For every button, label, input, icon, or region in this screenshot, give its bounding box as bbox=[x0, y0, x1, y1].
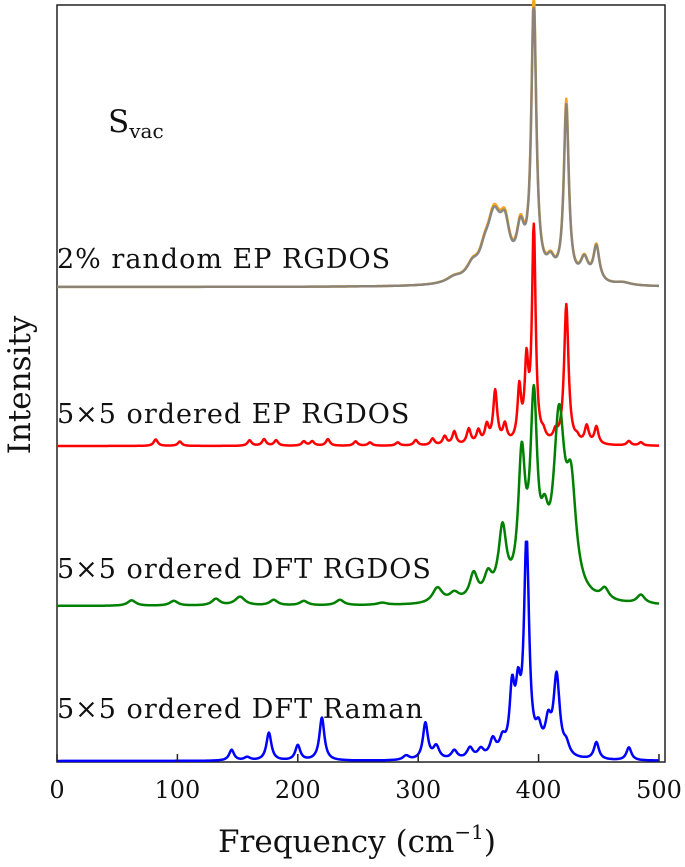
x-axis: 0 100 200 300 400 500 bbox=[49, 754, 682, 804]
series-label-ordered-ep: 5×5 ordered EP RGDOS bbox=[57, 399, 410, 430]
series-line-4 bbox=[56, 540, 660, 763]
annotation-main: S bbox=[108, 104, 129, 140]
x-axis-title-main: Frequency (cm bbox=[218, 824, 454, 860]
series-layer bbox=[56, 0, 660, 763]
series-label-ordered-dft: 5×5 ordered DFT RGDOS bbox=[57, 554, 432, 585]
annotation-svac: Svac bbox=[108, 104, 164, 143]
plot-frame bbox=[56, 4, 666, 763]
series-label-ordered-raman: 5×5 ordered DFT Raman bbox=[57, 694, 424, 725]
x-tick-label-100: 100 bbox=[154, 776, 200, 804]
x-axis-title: Frequency (cm−1) bbox=[218, 820, 496, 860]
x-axis-title-close: ) bbox=[484, 824, 496, 860]
x-tick-label-200: 200 bbox=[275, 776, 321, 804]
series-label-random-ep: 2% random EP RGDOS bbox=[57, 244, 391, 275]
y-axis-title: Intensity bbox=[2, 315, 38, 454]
series-line-3 bbox=[56, 383, 660, 608]
series-line-2 bbox=[56, 222, 660, 448]
x-tick-label-0: 0 bbox=[49, 776, 64, 804]
annotation-sub: vac bbox=[128, 119, 163, 143]
x-axis-title-sup: −1 bbox=[454, 820, 483, 844]
x-tick-label-300: 300 bbox=[395, 776, 441, 804]
series-line-1 bbox=[56, 6, 660, 289]
x-tick-label-500: 500 bbox=[636, 776, 682, 804]
x-tick-label-400: 400 bbox=[516, 776, 562, 804]
